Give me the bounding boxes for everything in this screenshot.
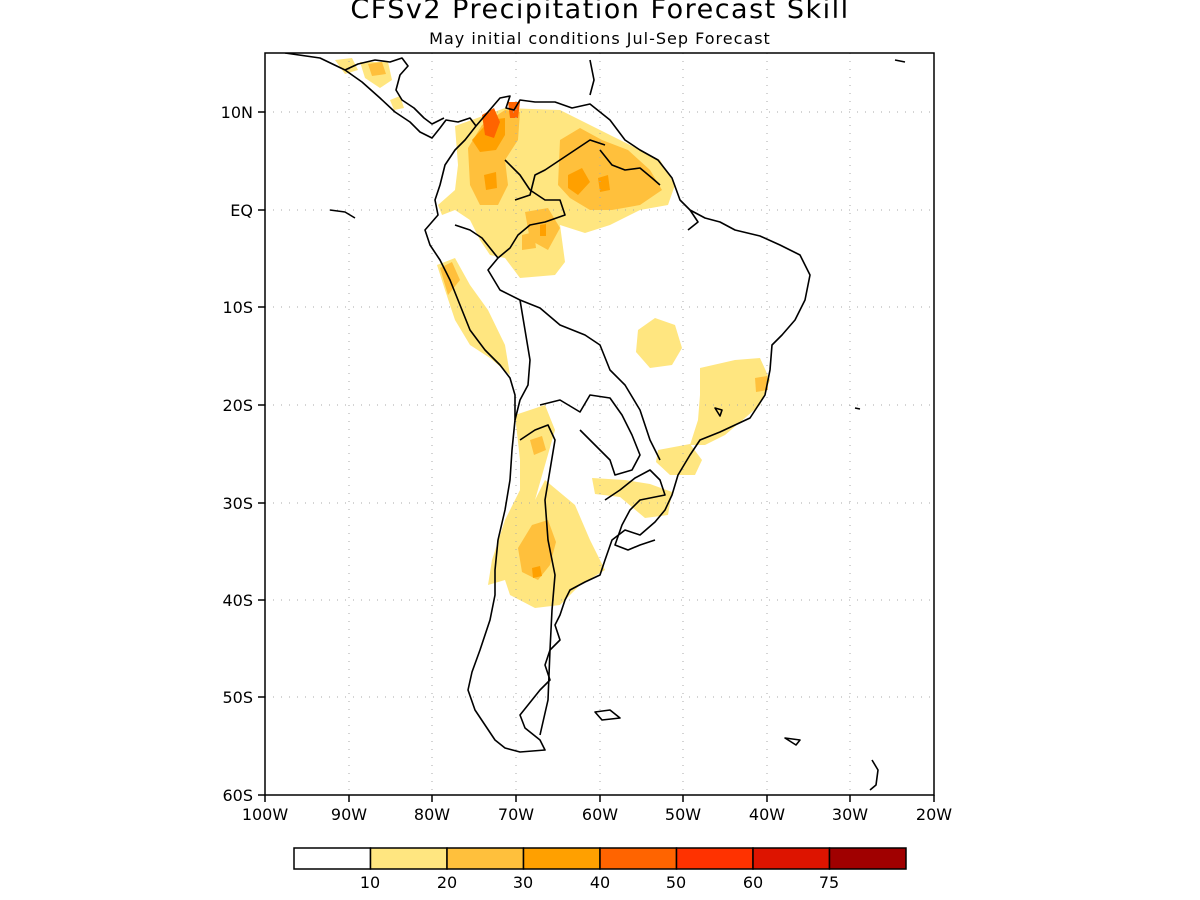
colorbar-label: 60 (743, 873, 763, 892)
colorbar (293, 847, 907, 870)
lon-label: 60W (582, 805, 618, 824)
lon-label: 30W (832, 805, 868, 824)
lat-label: 10N (221, 103, 253, 122)
colorbar-swatch (675, 847, 754, 870)
lon-label: 80W (414, 805, 450, 824)
colorbar-label: 75 (819, 873, 839, 892)
lat-label: 50S (222, 688, 253, 707)
colorbar-label: 10 (360, 873, 380, 892)
colorbar-swatch (828, 847, 907, 870)
colorbar-label: 40 (590, 873, 610, 892)
lon-labels: 100W 90W 80W 70W 60W 50W 40W 30W 20W (242, 805, 952, 824)
lat-label: 20S (222, 396, 253, 415)
colorbar-labels: 10 20 30 40 50 60 75 (360, 873, 839, 892)
colorbar-swatch (599, 847, 678, 870)
map-title: CFSv2 Precipitation Forecast Skill (350, 0, 850, 25)
lon-label: 90W (331, 805, 367, 824)
colorbar-swatch (293, 847, 372, 870)
lat-label: 40S (222, 591, 253, 610)
colorbar-label: 50 (666, 873, 686, 892)
colorbar-label: 30 (513, 873, 533, 892)
lat-labels: 10N EQ 10S 20S 30S 40S 50S 60S (221, 103, 253, 805)
lon-label: 70W (498, 805, 534, 824)
lat-label: 60S (222, 786, 253, 805)
colorbar-label: 20 (437, 873, 457, 892)
coastlines (284, 53, 906, 791)
colorbar-swatch (752, 847, 831, 870)
colorbar-swatch (446, 847, 525, 870)
lat-label: 30S (222, 494, 253, 513)
colorbar-swatch (522, 847, 601, 870)
lon-label: 100W (242, 805, 289, 824)
lon-label: 20W (916, 805, 952, 824)
lon-label: 40W (749, 805, 785, 824)
skill-shading (335, 58, 770, 608)
lon-label: 50W (665, 805, 701, 824)
lon-tick-marks (264, 795, 935, 802)
lat-label: EQ (230, 201, 253, 220)
lat-tick-marks (258, 111, 265, 796)
colorbar-swatch (369, 847, 448, 870)
skill-10-20-areas (335, 58, 770, 608)
lat-label: 10S (222, 298, 253, 317)
map-subtitle: May initial conditions Jul-Sep Forecast (429, 29, 771, 48)
